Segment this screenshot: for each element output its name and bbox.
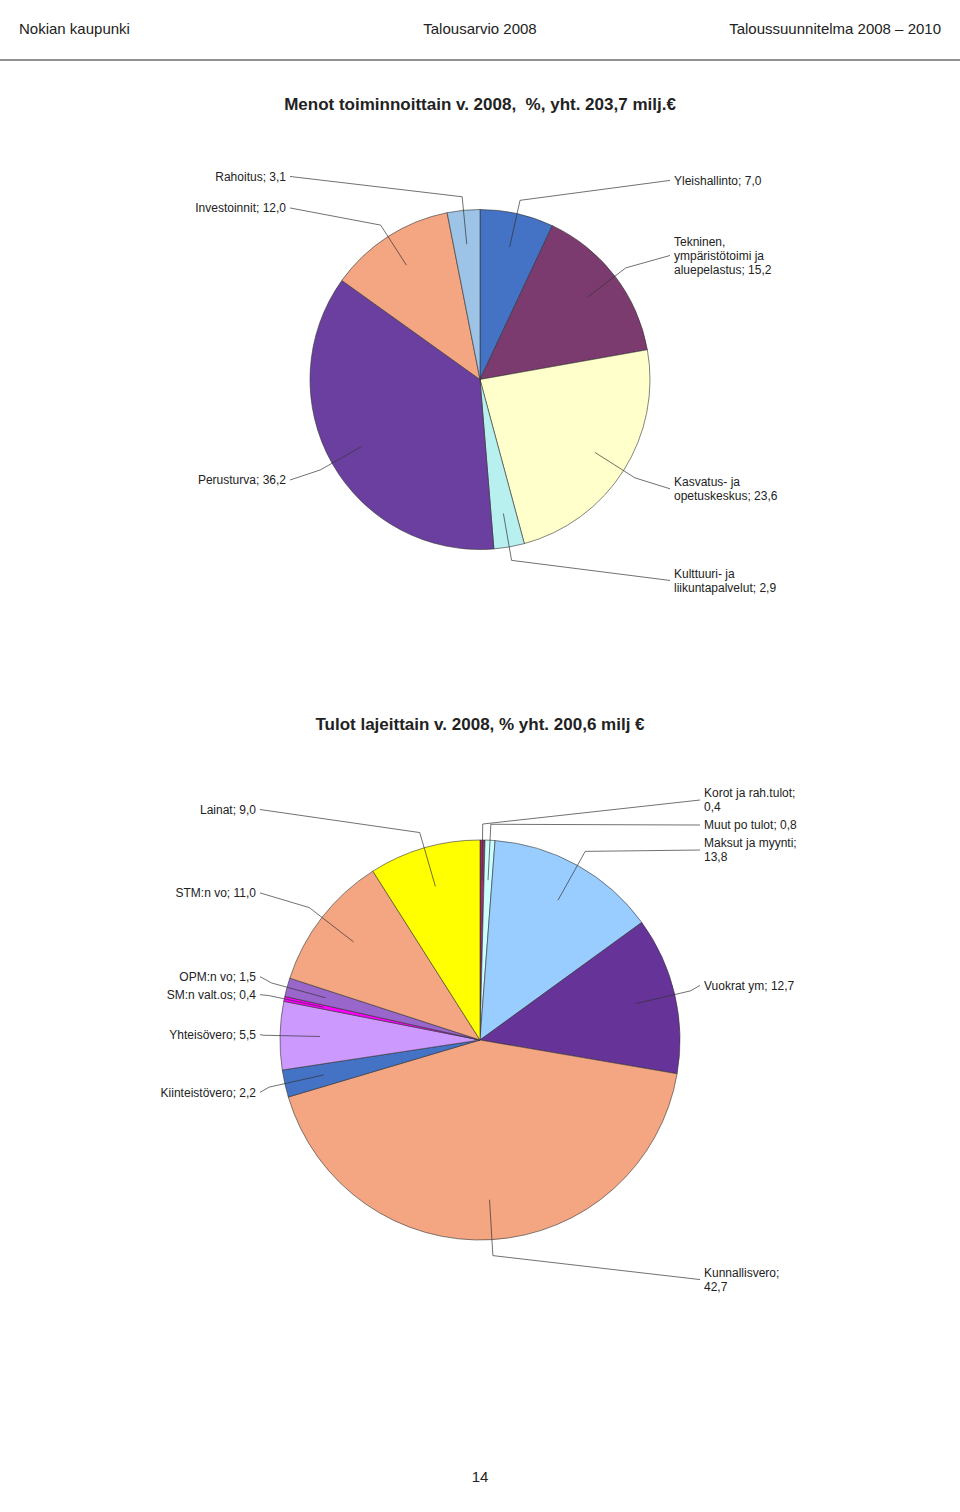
slice-label-line: Tekninen, — [674, 235, 725, 249]
slice-label-line: ympäristötoimi ja — [674, 249, 764, 263]
slice-label: Tekninen,ympäristötoimi jaaluepelastus; … — [674, 235, 772, 277]
slice-label: Muut po tulot; 0,8 — [704, 818, 797, 832]
pie-group: Yleishallinto; 7,0 Tekninen,ympäristötoim… — [195, 170, 777, 595]
slice-label-line: Kiinteistövero; 2,2 — [161, 1086, 257, 1100]
slice-label-line: Kunnallisvero; — [704, 1266, 779, 1280]
slice-label: Perusturva; 36,2 — [198, 473, 286, 487]
leader-line — [490, 1200, 700, 1280]
footer-text: 14 — [472, 1468, 489, 1485]
leader-line — [260, 977, 326, 998]
slice-label-line: 42,7 — [704, 1280, 728, 1294]
chart-title: Menot toiminnoittain v. 2008, %, yht. 20… — [284, 95, 676, 114]
slice-label: STM:n vo; 11,0 — [176, 886, 257, 900]
slice-label-line: Kulttuuri- ja — [674, 567, 735, 581]
slice-label-line: Maksut ja myynti; — [704, 836, 797, 850]
slice-label-line: Yhteisövero; 5,5 — [169, 1028, 256, 1042]
slice-label-line: STM:n vo; 11,0 — [176, 886, 257, 900]
slice-label: Vuokrat ym; 12,7 — [704, 979, 795, 993]
pie-slice — [373, 840, 480, 1040]
leader-line — [260, 1035, 320, 1037]
leader-line — [260, 810, 435, 887]
leader-line — [290, 447, 362, 481]
leader-line — [260, 995, 323, 1007]
leader-line — [290, 208, 406, 265]
slice-label: OPM:n vo; 1,5 — [179, 970, 256, 984]
slice-label-line: opetuskeskus; 23,6 — [674, 489, 778, 503]
chart-canvas: Nokian kaupunki Talousarvio 2008 Taloussuu… — [0, 0, 960, 1512]
slice-label-line: aluepelastus; 15,2 — [674, 263, 772, 277]
slice-label-line: Vuokrat ym; 12,7 — [704, 979, 795, 993]
leader-line — [588, 255, 670, 296]
leader-line — [260, 1075, 324, 1092]
leader-line — [510, 180, 670, 246]
slice-label-line: Yleishallinto; 7,0 — [674, 174, 762, 188]
leader-line — [488, 824, 700, 880]
pie-group: Korot ja rah.tulot;0,4 Muut po tulot; 0,8… — [161, 786, 797, 1294]
leader-line — [290, 176, 467, 244]
slice-label-line: Kasvatus- ja — [674, 475, 740, 489]
slice-label: Maksut ja myynti;13,8 — [704, 836, 797, 864]
slice-label: Rahoitus; 3,1 — [215, 170, 286, 184]
slice-label-line: Muut po tulot; 0,8 — [704, 818, 797, 832]
header-text: Taloussuunnitelma 2008 – 2010 — [729, 20, 941, 37]
slice-label: Yleishallinto; 7,0 — [674, 174, 762, 188]
slice-label: Yhteisövero; 5,5 — [169, 1028, 256, 1042]
pie-slice — [447, 210, 480, 380]
slice-label-line: liikuntapalvelut; 2,9 — [674, 581, 776, 595]
slice-label-line: SM:n valt.os; 0,4 — [167, 988, 257, 1002]
slice-label: Investoinnit; 12,0 — [195, 201, 286, 215]
slice-label-line: Lainat; 9,0 — [200, 803, 256, 817]
slice-label: Lainat; 9,0 — [200, 803, 256, 817]
header-text: Talousarvio 2008 — [423, 20, 536, 37]
slice-label-line: Rahoitus; 3,1 — [215, 170, 286, 184]
leader-line — [503, 513, 670, 580]
slice-label: Korot ja rah.tulot;0,4 — [704, 786, 795, 814]
slice-label: SM:n valt.os; 0,4 — [167, 988, 257, 1002]
leader-line — [260, 893, 354, 942]
leader-line — [482, 800, 700, 880]
slice-label-line: Korot ja rah.tulot; — [704, 786, 795, 800]
slice-label: Kasvatus- jaopetuskeskus; 23,6 — [674, 475, 778, 503]
slice-label-line: 0,4 — [704, 800, 721, 814]
leader-line — [595, 452, 670, 488]
slice-label-line: OPM:n vo; 1,5 — [179, 970, 256, 984]
header-rule — [0, 60, 960, 61]
slice-label: Kulttuuri- jaliikuntapalvelut; 2,9 — [674, 567, 776, 595]
leader-line — [558, 850, 700, 900]
slice-label-line: Investoinnit; 12,0 — [195, 201, 286, 215]
header-text: Nokian kaupunki — [19, 20, 130, 37]
slice-label: Kunnallisvero;42,7 — [704, 1266, 779, 1294]
slice-label-line: Perusturva; 36,2 — [198, 473, 286, 487]
slice-label: Kiinteistövero; 2,2 — [161, 1086, 257, 1100]
leader-line — [636, 985, 700, 1003]
chart-title: Tulot lajeittain v. 2008, % yht. 200,6 m… — [315, 715, 645, 734]
slice-label-line: 13,8 — [704, 850, 728, 864]
